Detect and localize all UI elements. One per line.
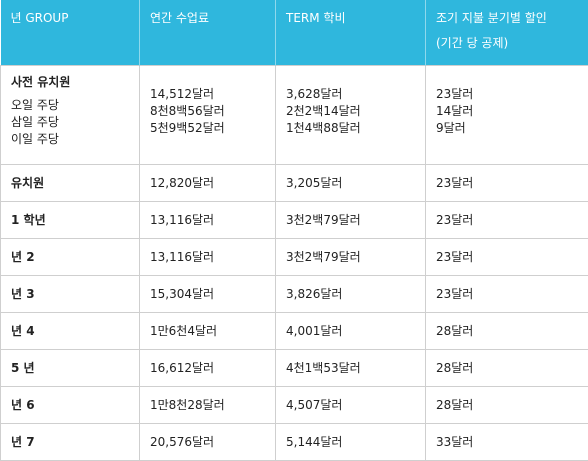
preschool-discount-cell: 23달러 14달러 9달러 [425,65,588,165]
table-row: 년 7 20,576달러 5,144달러 33달러 [0,423,588,461]
preschool-term-cell: 3,628달러 2천2백14달러 1천4백88달러 [275,65,426,165]
discount-cell: 23달러 [425,201,588,239]
discount-cell: 23달러 [425,238,588,276]
header-row: 년 GROUP 연간 수업료 TERM 학비 조기 지불 분기별 할인 (기간 … [0,0,588,66]
grade-cell: 년 7 [0,423,140,461]
preschool-option: 이일 주당 [11,132,59,146]
preschool-option: 오일 주당 [11,98,59,112]
discount-cell: 33달러 [425,423,588,461]
grade-cell: 1 학년 [0,201,140,239]
annual-cell: 13,116달러 [139,238,276,276]
term-cell: 4천1백53달러 [275,349,426,387]
discount-value: 9달러 [436,121,466,135]
annual-value: 8천8백56달러 [150,104,225,118]
annual-cell: 1만8천28달러 [139,386,276,424]
annual-value: 14,512달러 [150,87,215,101]
term-cell: 4,001달러 [275,312,426,350]
grade-name: 년 3 [11,287,35,301]
discount-cell: 23달러 [425,164,588,202]
header-early-payment-discount: 조기 지불 분기별 할인 (기간 당 공제) [425,0,588,66]
table-row: 년 2 13,116달러 3천2백79달러 23달러 [0,238,588,276]
annual-value: 5천9백52달러 [150,121,225,135]
term-cell: 3,826달러 [275,275,426,313]
header-grade: 년 GROUP [0,0,140,66]
term-cell: 4,507달러 [275,386,426,424]
header-term-fees: TERM 학비 [275,0,426,66]
discount-cell: 28달러 [425,312,588,350]
table-row: 유치원 12,820달러 3,205달러 23달러 [0,164,588,202]
header-discount-sublabel: (기간 당 공제) [436,36,509,50]
grade-name: 1 학년 [11,213,46,227]
grade-name: 년 7 [11,435,35,449]
header-discount-label: 조기 지불 분기별 할인 [436,11,547,25]
discount-cell: 23달러 [425,275,588,313]
term-value: 3,628달러 [286,87,343,101]
discount-value: 14달러 [436,104,474,118]
term-value: 2천2백14달러 [286,104,361,118]
table-body: 사전 유치원 오일 주당 삼일 주당 이일 주당 14,512달러 8천8백56… [0,65,588,461]
grade-cell: 년 3 [0,275,140,313]
header-annual-tuition: 연간 수업료 [139,0,276,66]
grade-cell: 년 2 [0,238,140,276]
discount-cell: 28달러 [425,386,588,424]
term-cell: 3,205달러 [275,164,426,202]
annual-cell: 13,116달러 [139,201,276,239]
term-cell: 3천2백79달러 [275,238,426,276]
preschool-annual-cell: 14,512달러 8천8백56달러 5천9백52달러 [139,65,276,165]
grade-name: 년 4 [11,324,35,338]
annual-cell: 1만6천4달러 [139,312,276,350]
grade-cell: 년 4 [0,312,140,350]
annual-cell: 12,820달러 [139,164,276,202]
table-row: 년 6 1만8천28달러 4,507달러 28달러 [0,386,588,424]
grade-name: 5 년 [11,361,35,375]
annual-cell: 20,576달러 [139,423,276,461]
preschool-grade-cell: 사전 유치원 오일 주당 삼일 주당 이일 주당 [0,65,140,165]
table-row: 년 3 15,304달러 3,826달러 23달러 [0,275,588,313]
grade-name: 년 2 [11,250,35,264]
grade-cell: 5 년 [0,349,140,387]
table-row: 1 학년 13,116달러 3천2백79달러 23달러 [0,201,588,239]
discount-cell: 28달러 [425,349,588,387]
table-row: 년 4 1만6천4달러 4,001달러 28달러 [0,312,588,350]
annual-cell: 16,612달러 [139,349,276,387]
table-row: 5 년 16,612달러 4천1백53달러 28달러 [0,349,588,387]
grade-name: 유치원 [11,176,45,190]
discount-value: 23달러 [436,87,474,101]
annual-cell: 15,304달러 [139,275,276,313]
term-cell: 5,144달러 [275,423,426,461]
table-header: 년 GROUP 연간 수업료 TERM 학비 조기 지불 분기별 할인 (기간 … [0,0,588,66]
table-row-preschool: 사전 유치원 오일 주당 삼일 주당 이일 주당 14,512달러 8천8백56… [0,65,588,165]
term-cell: 3천2백79달러 [275,201,426,239]
grade-name: 년 6 [11,398,35,412]
preschool-option: 삼일 주당 [11,115,59,129]
grade-cell: 유치원 [0,164,140,202]
grade-name: 사전 유치원 [11,75,71,89]
grade-cell: 년 6 [0,386,140,424]
term-value: 1천4백88달러 [286,121,361,135]
